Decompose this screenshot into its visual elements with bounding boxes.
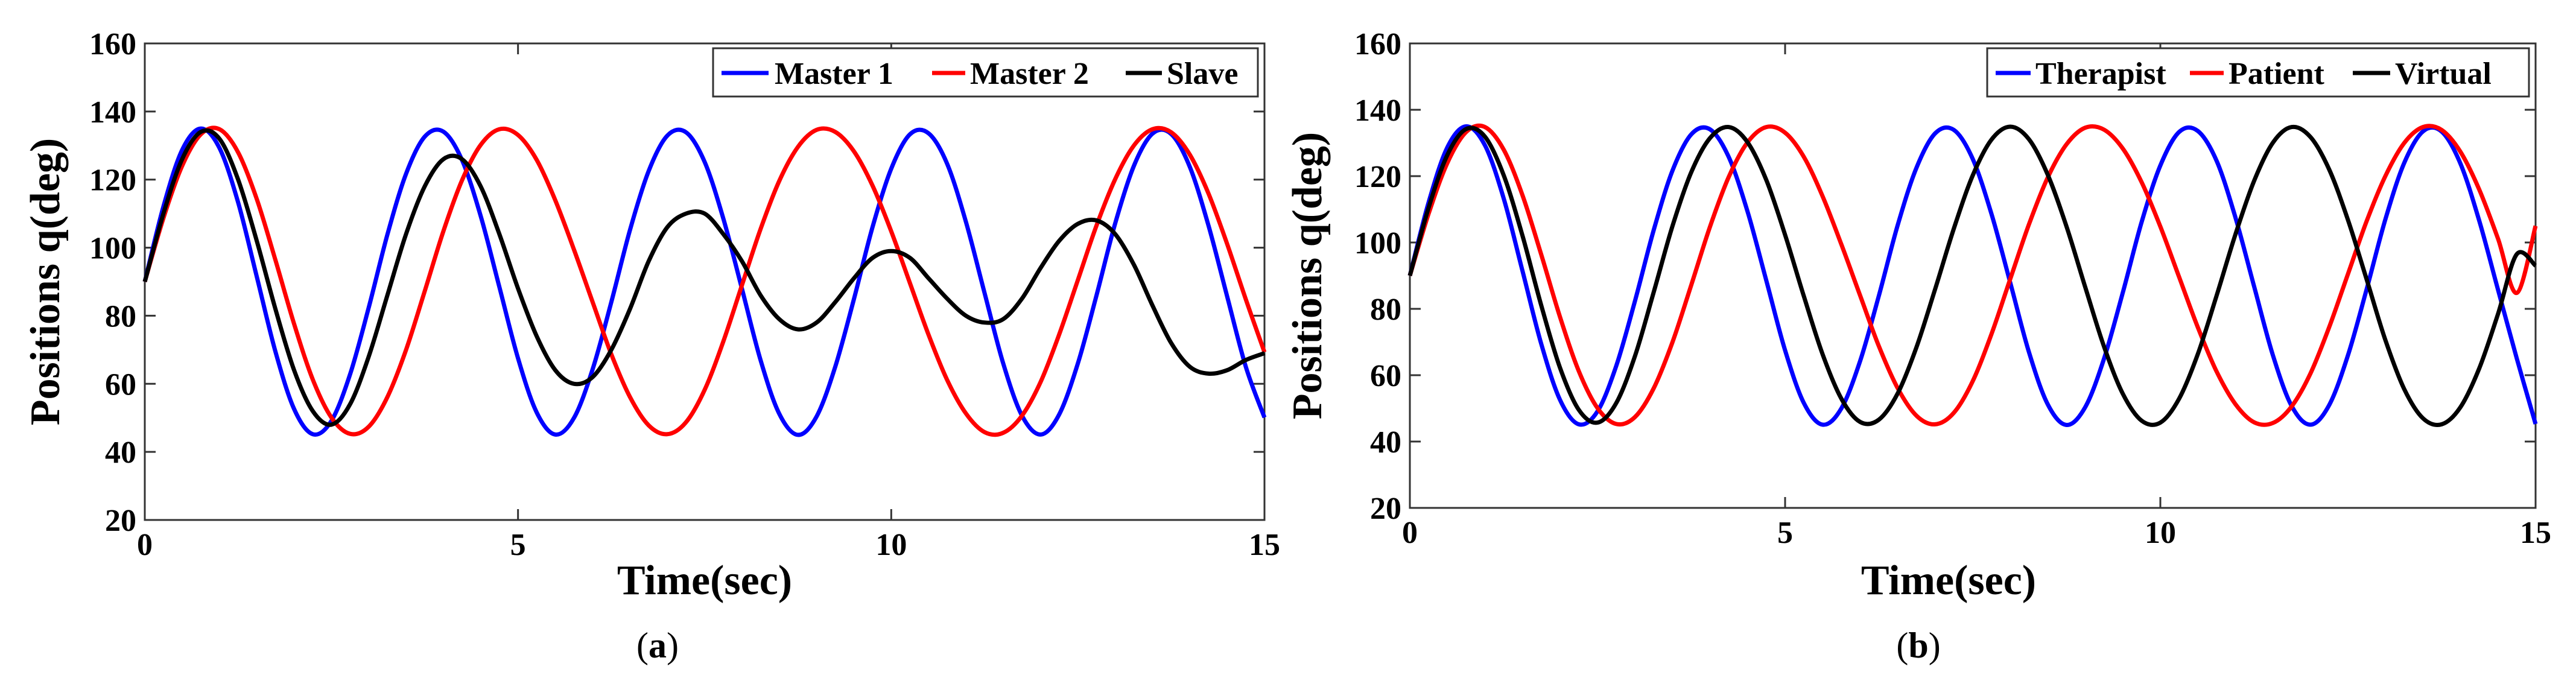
y-tick-label: 80	[1370, 293, 1401, 327]
legend-label-master-1: Master 1	[775, 57, 893, 91]
panel-caption-b: (b)	[1896, 626, 1940, 665]
legend-box	[1986, 47, 2530, 98]
y-tick-label: 100	[89, 232, 136, 266]
y-tick-label: 80	[105, 299, 136, 334]
legend-label-virtual: Virtual	[2395, 57, 2492, 91]
caption-close-paren: )	[1929, 626, 1941, 665]
y-tick-label: 140	[1354, 93, 1401, 128]
chart-panel-a: 20 40 60 80 100 120 140 160 0 5 10 15 Positions q(…	[22, 27, 1280, 665]
x-tick-label: 15	[2520, 516, 2551, 550]
y-tick-label: 40	[105, 436, 136, 470]
x-tick-label: 10	[875, 528, 907, 562]
y-tick-label: 160	[1354, 27, 1401, 62]
y-tick-label: 160	[89, 27, 136, 62]
series-lines	[142, 125, 1267, 437]
y-axis-ticks: 20 40 60 80 100 120 140 160	[1354, 27, 2536, 526]
y-tick-label: 140	[89, 95, 136, 130]
y-tick-label: 40	[1370, 425, 1401, 460]
series-line-slave	[142, 128, 1266, 427]
legend-label-slave: Slave	[1167, 57, 1238, 91]
x-axis-ticks: 0 5 10 15	[137, 43, 1280, 562]
y-tick-label: 60	[105, 367, 136, 402]
y-tick-label: 60	[1370, 359, 1401, 393]
chart-panel-b: 20 40 60 80 100 120 140 160 0 5 10 15 Positions q(…	[1284, 27, 2551, 665]
x-axis-label: Time(sec)	[617, 557, 792, 604]
caption-open-paren: (	[1896, 626, 1908, 665]
x-tick-label: 0	[1402, 516, 1418, 550]
y-tick-label: 120	[89, 163, 136, 198]
panel-caption-a: (a)	[636, 626, 679, 665]
x-tick-label: 10	[2145, 516, 2176, 550]
legend-label-master-2: Master 2	[970, 57, 1089, 91]
series-line-patient	[1407, 123, 2538, 427]
caption-letter: a	[649, 626, 667, 665]
caption-open-paren: (	[636, 626, 649, 665]
x-tick-label: 5	[1777, 516, 1793, 550]
y-tick-label: 100	[1354, 226, 1401, 261]
x-tick-label: 5	[510, 528, 526, 562]
series-line-virtual	[1407, 124, 2537, 428]
series-line-master-2	[142, 125, 1267, 437]
x-tick-label: 15	[1249, 528, 1280, 562]
legend: Therapist Patient Virtual	[1986, 47, 2530, 98]
y-axis-label: Positions q(deg)	[1284, 132, 1331, 419]
x-axis-ticks: 0 5 10 15	[1402, 43, 2551, 550]
y-tick-label: 20	[1370, 492, 1401, 526]
y-axis-ticks: 20 40 60 80 100 120 140 160	[89, 27, 1264, 538]
y-tick-label: 120	[1354, 160, 1401, 194]
plot-area-frame	[144, 42, 1266, 521]
legend: Master 1 Master 2 Slave	[712, 47, 1259, 98]
legend-box	[712, 47, 1259, 98]
x-tick-label: 0	[137, 528, 153, 562]
legend-label-patient: Patient	[2229, 57, 2325, 91]
caption-close-paren: )	[667, 626, 679, 665]
series-lines	[1407, 123, 2538, 428]
y-tick-label: 20	[105, 504, 136, 538]
x-axis-label: Time(sec)	[1861, 557, 2036, 604]
caption-letter: b	[1908, 626, 1928, 665]
legend-label-therapist: Therapist	[2035, 57, 2166, 91]
y-axis-label: Positions q(deg)	[22, 138, 69, 425]
